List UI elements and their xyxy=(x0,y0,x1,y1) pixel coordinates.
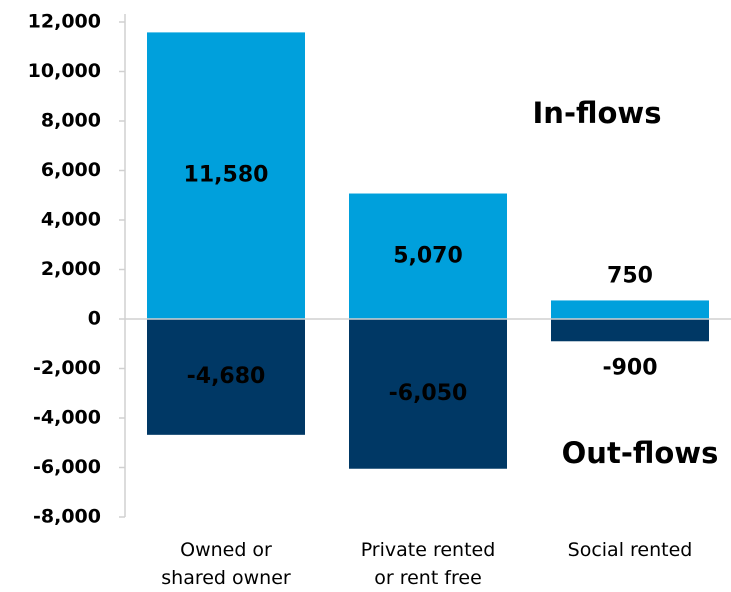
value-label: 5,070 xyxy=(393,243,463,268)
value-label: 11,580 xyxy=(184,163,269,188)
x-tick-label: Private rented or rent free xyxy=(361,539,496,589)
y-tick-label: 12,000 xyxy=(28,11,101,33)
y-tick-label: -2,000 xyxy=(33,357,101,379)
legend-label: Out-flows xyxy=(562,436,719,470)
bar xyxy=(349,319,507,469)
x-tick-label: Social rented xyxy=(568,539,693,561)
y-tick-label: -4,000 xyxy=(33,407,101,429)
value-label: 750 xyxy=(607,263,653,288)
x-tick-label: Owned or shared owner xyxy=(161,539,291,589)
bar xyxy=(147,32,305,320)
y-tick-label: -6,000 xyxy=(33,456,101,478)
y-tick-label: 2,000 xyxy=(41,258,101,280)
y-tick-label: 4,000 xyxy=(41,209,101,231)
bar xyxy=(147,319,305,435)
value-label: -6,050 xyxy=(389,381,468,406)
value-label: -4,680 xyxy=(187,364,266,389)
bar xyxy=(349,193,507,319)
value-label: -900 xyxy=(602,355,657,380)
y-tick-label: 8,000 xyxy=(41,110,101,132)
bar xyxy=(551,300,709,319)
y-tick-label: 0 xyxy=(88,308,101,330)
y-tick-label: 10,000 xyxy=(28,60,101,82)
y-tick-label: -8,000 xyxy=(33,506,101,528)
y-tick-label: 6,000 xyxy=(41,159,101,181)
bar xyxy=(551,319,709,342)
legend-label: In-flows xyxy=(533,96,662,130)
